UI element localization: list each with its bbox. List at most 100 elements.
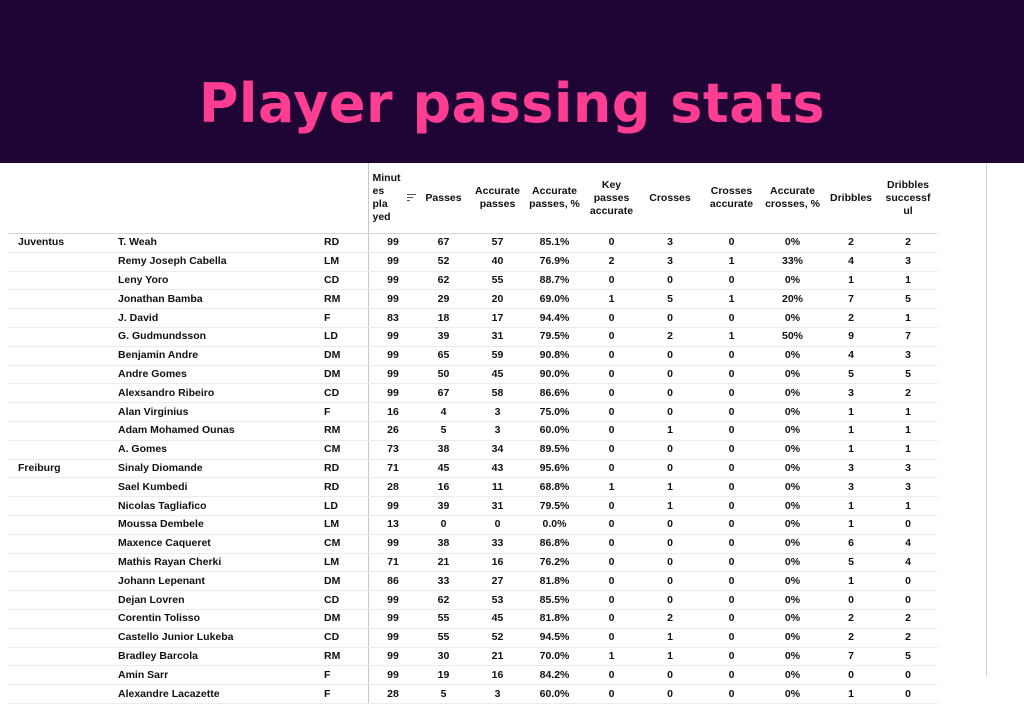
cell-accurate-passes-pct: 79.5% bbox=[525, 496, 584, 516]
cell-accurate-passes-pct: 90.0% bbox=[525, 365, 584, 385]
table-row: Alexsandro Ribeiro CD 99 67 58 86.6% 0 0 0 0% 3 2 bbox=[8, 383, 937, 404]
cell-accurate-crosses-pct: 0% bbox=[762, 458, 823, 479]
sort-lines-icon[interactable] bbox=[406, 193, 416, 203]
cell-crosses-accurate: 0 bbox=[700, 458, 763, 479]
cell-position: DM bbox=[320, 571, 368, 592]
cell-player: Benjamin Andre bbox=[114, 346, 320, 366]
column-header-team bbox=[8, 163, 114, 234]
cell-minutes-played: 28 bbox=[367, 684, 418, 704]
cell-accurate-passes: 57 bbox=[469, 233, 526, 253]
cell-dribbles: 2 bbox=[822, 628, 880, 648]
cell-position: DM bbox=[320, 365, 368, 385]
cell-dribbles-successful: 4 bbox=[879, 534, 937, 554]
cell-crosses: 1 bbox=[639, 496, 701, 516]
cell-accurate-passes: 16 bbox=[469, 665, 526, 686]
cell-position: F bbox=[320, 684, 368, 704]
cell-accurate-passes: 43 bbox=[469, 458, 526, 479]
column-header-position bbox=[320, 163, 368, 234]
cell-position: F bbox=[320, 402, 368, 422]
table-row: Remy Joseph Cabella LM 99 52 40 76.9% 2 3 1 33% 4 3 bbox=[8, 252, 937, 272]
cell-minutes-played: 99 bbox=[367, 252, 418, 272]
cell-accurate-passes-pct: 84.2% bbox=[525, 665, 584, 686]
cell-passes: 67 bbox=[417, 233, 470, 253]
cell-dribbles-successful: 7 bbox=[879, 327, 937, 347]
cell-crosses: 0 bbox=[639, 458, 701, 479]
column-header-crosses: Crosses bbox=[639, 163, 701, 234]
cell-position: CD bbox=[320, 628, 368, 648]
cell-accurate-passes: 33 bbox=[469, 534, 526, 554]
cell-crosses: 0 bbox=[639, 534, 701, 554]
cell-team: Freiburg bbox=[8, 458, 114, 479]
cell-accurate-passes: 55 bbox=[469, 271, 526, 291]
cell-dribbles-successful: 2 bbox=[879, 628, 937, 648]
cell-crosses-accurate: 0 bbox=[700, 346, 763, 366]
cell-minutes-played: 99 bbox=[367, 534, 418, 554]
table-row: Mathis Rayan Cherki LM 71 21 16 76.2% 0 0 0 0% 5 4 bbox=[8, 553, 937, 573]
cell-accurate-crosses-pct: 0% bbox=[762, 647, 823, 667]
cell-dribbles-successful: 3 bbox=[879, 346, 937, 366]
cell-accurate-passes: 16 bbox=[469, 553, 526, 573]
table-row: Moussa Dembele LM 13 0 0 0.0% 0 0 0 0% 1 0 bbox=[8, 515, 937, 535]
column-header-player bbox=[114, 163, 320, 234]
cell-passes: 4 bbox=[417, 402, 470, 422]
cell-key-passes-accurate: 0 bbox=[583, 590, 640, 610]
cell-accurate-crosses-pct: 0% bbox=[762, 402, 823, 422]
cell-accurate-passes-pct: 85.1% bbox=[525, 233, 584, 253]
cell-crosses: 1 bbox=[639, 647, 701, 667]
cell-dribbles-successful: 5 bbox=[879, 647, 937, 667]
cell-dribbles: 0 bbox=[822, 590, 880, 610]
cell-key-passes-accurate: 1 bbox=[583, 647, 640, 667]
stats-sheet: Minut es pla yed Passes Accurate passes Acc… bbox=[8, 163, 987, 704]
cell-position: LM bbox=[320, 252, 368, 272]
cell-accurate-crosses-pct: 0% bbox=[762, 346, 823, 366]
cell-player: Maxence Caqueret bbox=[114, 534, 320, 554]
column-header-passes: Passes bbox=[417, 163, 470, 234]
cell-minutes-played: 99 bbox=[367, 383, 418, 404]
cell-team bbox=[8, 684, 114, 704]
table-row: Benjamin Andre DM 99 65 59 90.8% 0 0 0 0% 4 3 bbox=[8, 346, 937, 366]
cell-key-passes-accurate: 0 bbox=[583, 421, 640, 441]
cell-accurate-crosses-pct: 0% bbox=[762, 534, 823, 554]
cell-team bbox=[8, 665, 114, 686]
cell-position: DM bbox=[320, 346, 368, 366]
cell-passes: 62 bbox=[417, 271, 470, 291]
cell-key-passes-accurate: 0 bbox=[583, 308, 640, 328]
cell-accurate-passes-pct: 94.4% bbox=[525, 308, 584, 328]
cell-player: A. Gomes bbox=[114, 440, 320, 460]
cell-minutes-played: 99 bbox=[367, 271, 418, 291]
cell-dribbles: 4 bbox=[822, 252, 880, 272]
cell-crosses: 0 bbox=[639, 515, 701, 535]
cell-dribbles: 1 bbox=[822, 402, 880, 422]
cell-crosses: 0 bbox=[639, 590, 701, 610]
cell-passes: 0 bbox=[417, 515, 470, 535]
cell-dribbles-successful: 1 bbox=[879, 496, 937, 516]
cell-crosses: 0 bbox=[639, 308, 701, 328]
table-row: Jonathan Bamba RM 99 29 20 69.0% 1 5 1 20% 7 5 bbox=[8, 289, 937, 310]
cell-crosses-accurate: 0 bbox=[700, 365, 763, 385]
cell-accurate-passes: 58 bbox=[469, 383, 526, 404]
cell-passes: 5 bbox=[417, 684, 470, 704]
cell-dribbles: 7 bbox=[822, 647, 880, 667]
cell-accurate-crosses-pct: 0% bbox=[762, 571, 823, 592]
cell-crosses: 0 bbox=[639, 553, 701, 573]
cell-accurate-passes-pct: 81.8% bbox=[525, 571, 584, 592]
cell-player: Nicolas Tagliafico bbox=[114, 496, 320, 516]
cell-minutes-played: 71 bbox=[367, 458, 418, 479]
cell-player: Remy Joseph Cabella bbox=[114, 252, 320, 272]
cell-accurate-crosses-pct: 0% bbox=[762, 440, 823, 460]
cell-dribbles: 4 bbox=[822, 346, 880, 366]
column-header-crosses-accurate: Crosses accurate bbox=[700, 163, 763, 234]
cell-position: CM bbox=[320, 534, 368, 554]
cell-key-passes-accurate: 0 bbox=[583, 665, 640, 686]
cell-minutes-played: 99 bbox=[367, 346, 418, 366]
cell-accurate-crosses-pct: 0% bbox=[762, 553, 823, 573]
column-header-key-passes-accurate: Key passes accurate bbox=[583, 163, 640, 234]
cell-accurate-passes: 3 bbox=[469, 402, 526, 422]
cell-dribbles-successful: 3 bbox=[879, 477, 937, 498]
cell-key-passes-accurate: 0 bbox=[583, 346, 640, 366]
cell-passes: 55 bbox=[417, 609, 470, 629]
table-row: A. Gomes CM 73 38 34 89.5% 0 0 0 0% 1 1 bbox=[8, 440, 937, 460]
cell-accurate-crosses-pct: 33% bbox=[762, 252, 823, 272]
column-header-minutes-played[interactable]: Minut es pla yed bbox=[367, 163, 418, 234]
cell-passes: 21 bbox=[417, 553, 470, 573]
